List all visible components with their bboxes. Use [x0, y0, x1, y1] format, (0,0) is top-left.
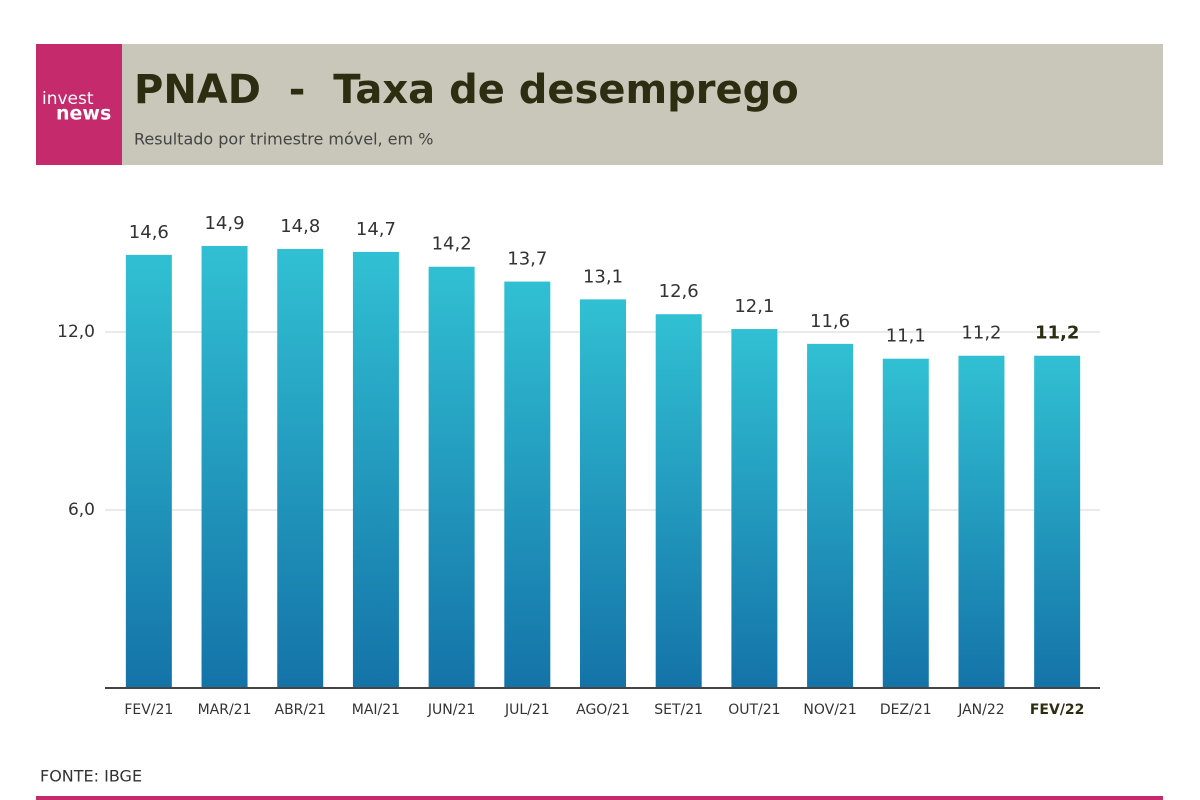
value-label: 11,2	[1035, 323, 1079, 344]
bar	[201, 245, 248, 688]
bar	[958, 355, 1005, 688]
logo-box	[36, 44, 122, 165]
bar	[580, 299, 626, 688]
value-label: 11,2	[961, 323, 1001, 344]
x-tick-label: FEV/21	[124, 702, 173, 718]
bar	[1034, 355, 1081, 688]
x-tick-label: NOV/21	[803, 702, 856, 718]
value-label: 14,6	[129, 222, 169, 243]
bar	[428, 266, 475, 688]
chart-subtitle: Resultado por trimestre móvel, em %	[134, 130, 433, 149]
bar	[655, 314, 702, 688]
x-tick-label: JUL/21	[504, 702, 550, 718]
value-label: 14,9	[204, 213, 244, 234]
value-label: 12,6	[659, 281, 699, 302]
x-tick-label: DEZ/21	[880, 702, 932, 718]
value-label: 13,7	[507, 249, 547, 270]
value-label: 14,2	[432, 234, 472, 255]
header-band	[36, 44, 1163, 165]
bar	[807, 343, 854, 688]
bar	[277, 248, 324, 688]
x-tick-label: OUT/21	[728, 702, 780, 718]
value-label: 13,1	[583, 266, 623, 287]
value-label: 11,1	[886, 326, 926, 347]
bar	[352, 251, 399, 688]
footer-line	[36, 796, 1163, 800]
x-tick-label: AGO/21	[576, 702, 630, 718]
x-tick-label: JAN/22	[957, 702, 1004, 718]
value-label: 14,8	[280, 216, 320, 237]
bar	[882, 358, 929, 688]
y-tick-label: 6,0	[68, 500, 95, 520]
y-tick-label: 12,0	[57, 322, 95, 342]
x-tick-label: SET/21	[654, 702, 703, 718]
source: FONTE: IBGE	[40, 767, 142, 786]
bar	[731, 329, 778, 688]
logo-bottom: news	[56, 103, 111, 125]
x-tick-label: JUN/21	[427, 702, 475, 718]
value-label: 11,6	[810, 311, 850, 332]
x-tick-label: ABR/21	[275, 702, 326, 718]
bar	[504, 281, 551, 688]
value-label: 12,1	[734, 296, 774, 317]
bar	[125, 254, 172, 688]
value-label: 14,7	[356, 219, 396, 240]
x-tick-label: FEV/22	[1030, 702, 1085, 718]
logo-top: invest	[42, 89, 94, 109]
x-tick-label: MAI/21	[352, 702, 400, 718]
x-tick-label: MAR/21	[198, 702, 252, 718]
chart-title: PNAD - Taxa de desemprego	[134, 67, 799, 113]
